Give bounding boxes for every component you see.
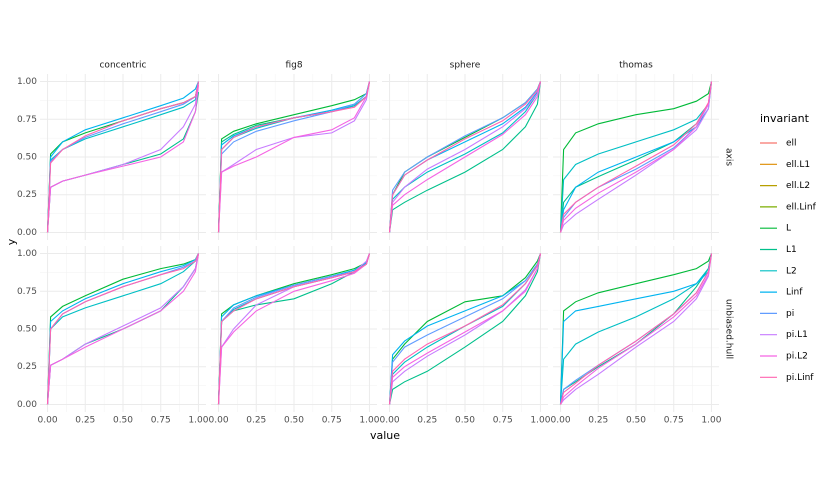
series-line (46, 81, 200, 233)
legend-label: ell.L2 (786, 181, 810, 191)
x-tick-label: 0.50 (113, 416, 133, 426)
series-line (559, 253, 713, 405)
y-tick-label: 0.50 (17, 325, 37, 335)
y-tick-label: 0.75 (17, 287, 37, 297)
y-tick-label: 1.00 (17, 249, 37, 259)
x-tick-label: 1.00 (530, 416, 550, 426)
x-tick-label: 0.75 (493, 416, 513, 426)
facet-strip-label: sphere (450, 61, 481, 71)
series-line (46, 81, 200, 233)
x-axis-label: value (370, 429, 400, 442)
y-tick-label: 0.00 (17, 228, 37, 238)
x-tick-label: 1.00 (701, 416, 721, 426)
x-tick-label: 1.00 (359, 416, 379, 426)
series-line (559, 81, 713, 233)
series-line (388, 253, 542, 405)
legend-label: ell.L1 (786, 160, 810, 170)
facet-strip-label: axis (724, 148, 734, 166)
x-tick-label: 0.75 (664, 416, 684, 426)
x-tick-label: 0.00 (380, 416, 400, 426)
x-tick-label: 0.50 (455, 416, 475, 426)
series-line (46, 253, 200, 405)
y-tick-label: 0.25 (17, 362, 37, 372)
series-line (46, 253, 200, 405)
series-line (560, 253, 713, 405)
legend-label: L1 (786, 245, 797, 255)
series-line (46, 253, 199, 405)
series-line (559, 253, 713, 405)
x-tick-label: 0.50 (626, 416, 646, 426)
series-line (559, 81, 713, 233)
facet-strip-label: unbiased.hull (724, 299, 734, 359)
x-tick-label: 1.00 (188, 416, 208, 426)
legend-label: pi (786, 309, 794, 319)
series-line (559, 253, 713, 405)
legend-label: ell (786, 139, 797, 149)
legend-label: L2 (786, 266, 797, 276)
series-line (388, 253, 542, 405)
series-line (388, 81, 542, 233)
x-tick-label: 0.75 (322, 416, 342, 426)
x-tick-label: 0.25 (75, 416, 95, 426)
y-tick-label: 0.00 (17, 400, 37, 410)
legend-label: pi.L1 (786, 330, 808, 340)
legend-title: invariant (760, 112, 810, 125)
x-tick-label: 0.25 (588, 416, 608, 426)
x-tick-label: 0.00 (551, 416, 571, 426)
series-line (559, 253, 713, 405)
series-line (559, 81, 713, 233)
series-line (217, 81, 371, 233)
legend-label: pi.Linf (786, 373, 814, 383)
x-tick-label: 0.50 (284, 416, 304, 426)
series-line (388, 81, 542, 233)
series-line (46, 81, 200, 233)
facet-strip-label: fig8 (285, 61, 302, 71)
x-tick-label: 0.00 (209, 416, 229, 426)
series-line (217, 81, 371, 233)
series-line (559, 81, 713, 233)
series-line (388, 253, 542, 405)
legend-label: ell.Linf (786, 202, 817, 212)
legend-label: Linf (786, 288, 803, 298)
y-axis-label: y (5, 238, 18, 245)
facet-strip-label: concentric (99, 61, 146, 71)
series-line (388, 253, 542, 405)
series-line (217, 253, 371, 405)
x-tick-label: 0.25 (417, 416, 437, 426)
series-line (46, 84, 200, 233)
series-line (388, 81, 542, 233)
y-tick-label: 0.50 (17, 153, 37, 163)
y-tick-label: 1.00 (17, 77, 37, 87)
x-tick-label: 0.00 (38, 416, 58, 426)
y-tick-label: 0.75 (17, 115, 37, 125)
series-line (388, 81, 542, 233)
series-line (388, 81, 542, 233)
series-line (388, 253, 542, 405)
y-tick-label: 0.25 (17, 190, 37, 200)
x-tick-label: 0.75 (151, 416, 171, 426)
series-line (46, 253, 200, 405)
legend-label: L (786, 224, 791, 234)
series-line (217, 81, 371, 233)
series-line (388, 81, 542, 233)
series-line (559, 253, 713, 405)
series-line (217, 81, 371, 233)
legend-label: pi.L2 (786, 352, 808, 362)
x-tick-label: 0.25 (246, 416, 266, 426)
facet-strip-label: thomas (619, 61, 653, 71)
